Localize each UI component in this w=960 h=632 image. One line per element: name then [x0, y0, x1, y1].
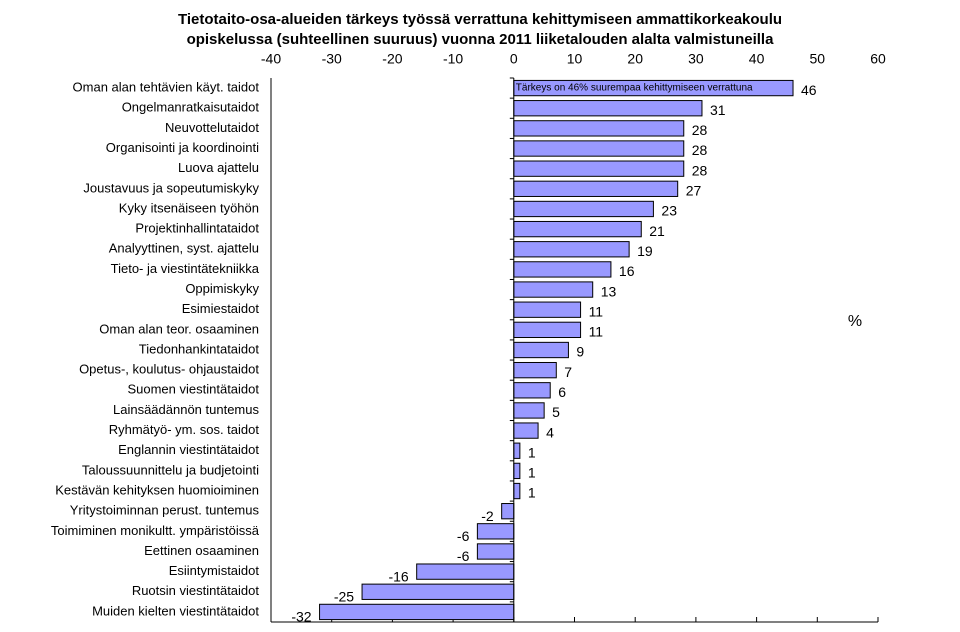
value-label: 28	[692, 162, 708, 178]
bar	[513, 160, 685, 177]
bar	[513, 482, 521, 500]
value-label: 1	[528, 444, 536, 460]
y-tick-label: Luova ajattelu	[178, 160, 259, 175]
y-tick-label: Oman alan teor. osaaminen	[99, 321, 259, 336]
y-tick-label: Neuvottelutaidot	[165, 120, 259, 135]
bar	[513, 462, 521, 480]
value-label: 9	[576, 344, 584, 360]
value-label: 5	[552, 404, 560, 420]
value-label: 11	[589, 303, 604, 319]
bar	[513, 422, 539, 439]
bar	[513, 140, 685, 157]
bar	[513, 220, 642, 238]
y-tick-label: Analyyttinen, syst. ajattelu	[109, 241, 259, 256]
value-label: -6	[457, 548, 470, 564]
value-label: 1	[528, 465, 536, 481]
bar	[361, 583, 515, 600]
value-label: 4	[546, 424, 554, 440]
bar	[513, 241, 630, 258]
y-tick-label: Lainsäädännön tuntemus	[113, 402, 260, 417]
y-tick-label: Projektinhallintataidot	[135, 221, 259, 236]
x-tick-label: 0	[510, 51, 518, 67]
bar	[513, 281, 594, 298]
x-tick-label: 10	[567, 51, 583, 67]
y-tick-label: Tieto- ja viestintätekniikka	[111, 261, 260, 276]
value-label: -32	[291, 609, 311, 625]
bar	[513, 100, 703, 117]
value-label: -25	[334, 588, 354, 604]
bar	[476, 523, 515, 540]
bar	[513, 301, 582, 318]
chart-title: opiskelussa (suhteellinen suuruus) vuonn…	[187, 31, 775, 48]
y-tick-label: Ruotsin viestintätaidot	[132, 583, 260, 598]
value-label: 13	[601, 283, 617, 299]
x-tick-label: 60	[870, 51, 886, 67]
value-label: 31	[710, 102, 726, 118]
bar	[513, 261, 612, 278]
bar	[513, 361, 557, 379]
x-tick-label: -20	[382, 51, 402, 67]
x-tick-label: -40	[261, 51, 281, 67]
y-tick-label: Esimiestaidot	[182, 301, 260, 316]
x-tick-label: 50	[810, 51, 826, 67]
value-label: -2	[481, 508, 494, 524]
bar	[513, 180, 679, 197]
value-label: 46	[801, 82, 817, 98]
y-tick-label: Kestävän kehityksen huomioiminen	[55, 482, 259, 497]
bar	[513, 120, 685, 137]
y-tick-label: Taloussuunnittelu ja budjetointi	[82, 462, 259, 477]
y-tick-label: Opetus-, koulutus- ohjaustaidot	[79, 362, 259, 377]
y-tick-label: Esiintymistaidot	[169, 563, 260, 578]
bar	[513, 382, 551, 399]
y-tick-label: Suomen viestintätaidot	[127, 382, 259, 397]
x-tick-label: 20	[627, 51, 643, 67]
value-label: 28	[692, 142, 708, 158]
chart-title: Tietotaito-osa-alueiden tärkeys työssä v…	[178, 11, 782, 28]
bar	[416, 563, 515, 580]
y-tick-label: Oppimiskyky	[185, 281, 259, 296]
y-tick-label: Muiden kielten viestintätaidot	[92, 603, 259, 618]
y-tick-label: Yritystoiminnan perust. tuntemus	[70, 503, 260, 518]
y-tick-label: Kyky itsenäiseen työhön	[119, 200, 259, 215]
annotation: Tärkeys on 46% suurempaa kehittymiseen v…	[516, 83, 753, 94]
y-tick-label: Organisointi ja koordinointi	[106, 140, 259, 155]
value-label: 19	[637, 243, 653, 259]
bar	[319, 603, 515, 621]
y-tick-label: Ryhmätyö- ym. sos. taidot	[109, 422, 260, 437]
value-label: 16	[619, 263, 635, 279]
bar	[513, 321, 582, 339]
value-label: 7	[564, 364, 572, 380]
y-tick-label: Oman alan tehtävien käyt. taidot	[73, 80, 260, 95]
bar	[476, 543, 515, 560]
x-tick-label: 30	[688, 51, 704, 67]
y-tick-label: Toimiminen monikultt. ympäristöissä	[51, 523, 260, 538]
y-tick-label: Ongelmanratkaisutaidot	[122, 100, 260, 115]
value-label: 28	[692, 122, 708, 138]
bar	[501, 503, 515, 520]
value-label: 23	[661, 203, 677, 219]
y-tick-label: Joustavuus ja sopeutumiskyky	[83, 180, 259, 195]
bar	[513, 442, 521, 459]
bar	[513, 402, 545, 419]
y-tick-label: Eettinen osaaminen	[144, 543, 259, 558]
value-label: 1	[528, 485, 536, 501]
x-tick-label: -10	[443, 51, 463, 67]
value-label: 27	[686, 183, 702, 199]
bar	[513, 200, 654, 218]
x-tick-label: 40	[749, 51, 765, 67]
value-label: 21	[649, 223, 665, 239]
axis-label: %	[848, 313, 862, 330]
value-label: 6	[558, 384, 566, 400]
y-tick-label: Englannin viestintätaidot	[118, 442, 259, 457]
value-label: -6	[457, 528, 470, 544]
value-label: 11	[589, 324, 604, 340]
value-label: -16	[388, 568, 408, 584]
bar	[513, 341, 569, 359]
x-tick-label: -30	[322, 51, 342, 67]
y-tick-label: Tiedonhankintataidot	[139, 341, 260, 356]
